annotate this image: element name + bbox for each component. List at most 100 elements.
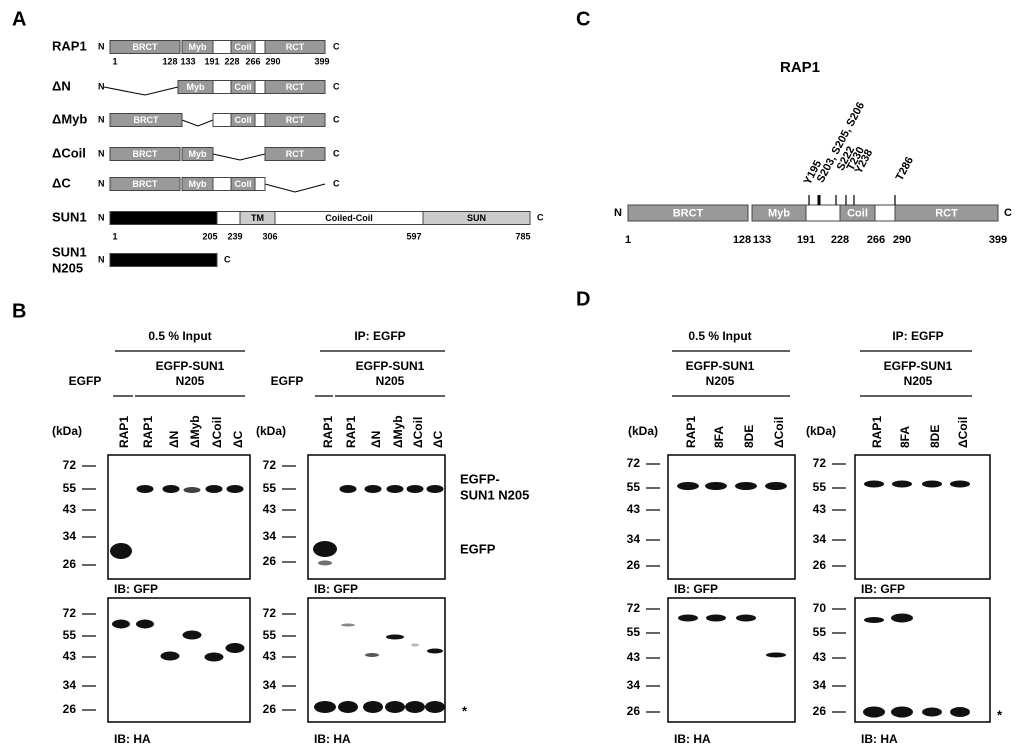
band <box>922 480 942 488</box>
group-label: EGFP-SUN1 <box>356 359 425 373</box>
band <box>678 614 698 622</box>
residue-number: 228 <box>831 234 849 246</box>
n-terminus: N <box>98 41 105 51</box>
residue-number: 1 <box>112 56 117 66</box>
band <box>162 485 180 493</box>
blot <box>854 597 991 723</box>
band <box>950 480 970 488</box>
kda-label: (kDa) <box>52 424 82 438</box>
blot-label: IB: GFP <box>314 582 358 596</box>
domain <box>264 113 326 127</box>
group-label: N205 <box>376 374 405 388</box>
protein-title: RAP1 <box>780 59 820 76</box>
kda-label: (kDa) <box>628 424 658 438</box>
blot-header: 0.5 % Input <box>148 329 211 343</box>
domain <box>627 204 749 222</box>
c-terminus: C <box>333 41 340 51</box>
lane-label: RAP1 <box>870 416 884 448</box>
domain <box>109 113 183 127</box>
blot <box>107 454 251 580</box>
construct-name: ΔCoil <box>52 145 86 160</box>
lane-label: ΔCoil <box>956 417 970 448</box>
band <box>427 648 443 654</box>
band <box>314 701 336 713</box>
domain-label: Myb <box>187 82 206 92</box>
marker-label: 26 <box>263 554 277 568</box>
blot <box>854 454 991 580</box>
residue-number: 239 <box>227 231 242 241</box>
band <box>950 707 970 717</box>
group-label: EGFP-SUN1 <box>156 359 225 373</box>
residue-number: 205 <box>202 231 217 241</box>
marker-label: 26 <box>263 702 277 716</box>
residue-number: 1 <box>112 231 117 241</box>
group-label: N205 <box>904 374 933 388</box>
construct-name: RAP1 <box>52 38 87 53</box>
lane-label: ΔCoil <box>210 417 224 448</box>
panel-letter: A <box>12 8 26 30</box>
band-label: SUN1 N205 <box>460 487 529 502</box>
domain <box>264 147 326 161</box>
band <box>766 652 786 658</box>
lane-label: ΔC <box>231 430 245 448</box>
c-terminus: C <box>333 178 340 188</box>
band <box>183 487 201 493</box>
marker-label: 72 <box>63 606 77 620</box>
band <box>364 485 382 493</box>
domain-label: RCT <box>935 207 958 219</box>
residue-number: 228 <box>224 56 239 66</box>
residue-number: 785 <box>515 231 530 241</box>
c-terminus: C <box>333 81 340 91</box>
domain-label: Coiled-Coil <box>325 213 373 223</box>
marker-label: 26 <box>627 558 641 572</box>
deletion-link <box>181 119 214 127</box>
lane-label: ΔN <box>369 431 383 448</box>
band <box>363 701 383 713</box>
construct-name: N205 <box>52 260 83 275</box>
c-terminus: C <box>537 212 544 222</box>
residue-number: 133 <box>180 56 195 66</box>
band <box>864 617 884 623</box>
marker-label: 55 <box>63 481 77 495</box>
band <box>705 482 727 490</box>
blot-label: IB: HA <box>674 732 711 746</box>
band <box>426 485 444 493</box>
band-label: EGFP <box>460 541 496 556</box>
n-terminus: N <box>614 207 622 219</box>
marker-label: 43 <box>627 650 641 664</box>
n-terminus: N <box>98 114 105 124</box>
domain-label: SUN <box>467 213 486 223</box>
domain <box>109 40 181 54</box>
domain <box>805 204 841 222</box>
domain-label: RCT <box>286 42 305 52</box>
nonspecific-mark: * <box>462 703 468 718</box>
lane-label: RAP1 <box>344 416 358 448</box>
marker-label: 43 <box>63 649 77 663</box>
band <box>225 643 245 653</box>
band <box>313 541 337 557</box>
domain <box>109 253 218 267</box>
domain-label: TM <box>251 213 264 223</box>
lane-label: 8DE <box>928 425 942 448</box>
marker-label: 55 <box>627 480 641 494</box>
blot-label: IB: HA <box>314 732 351 746</box>
lane-label: ΔMyb <box>391 415 405 448</box>
lane-label: RAP1 <box>117 416 131 448</box>
band <box>405 701 425 713</box>
n-terminus: N <box>98 254 105 264</box>
marker-label: 26 <box>813 704 827 718</box>
domain <box>264 80 326 94</box>
domain <box>181 147 214 161</box>
band <box>735 482 757 490</box>
domain <box>212 177 232 191</box>
band <box>136 485 154 493</box>
band <box>136 619 154 629</box>
construct-name: ΔN <box>52 78 71 93</box>
domain <box>254 40 266 54</box>
band <box>112 619 130 629</box>
lane-label: ΔC <box>431 430 445 448</box>
band-label: EGFP- <box>460 471 500 486</box>
marker-label: 55 <box>63 628 77 642</box>
marker-label: 55 <box>813 480 827 494</box>
marker-label: 43 <box>263 502 277 516</box>
